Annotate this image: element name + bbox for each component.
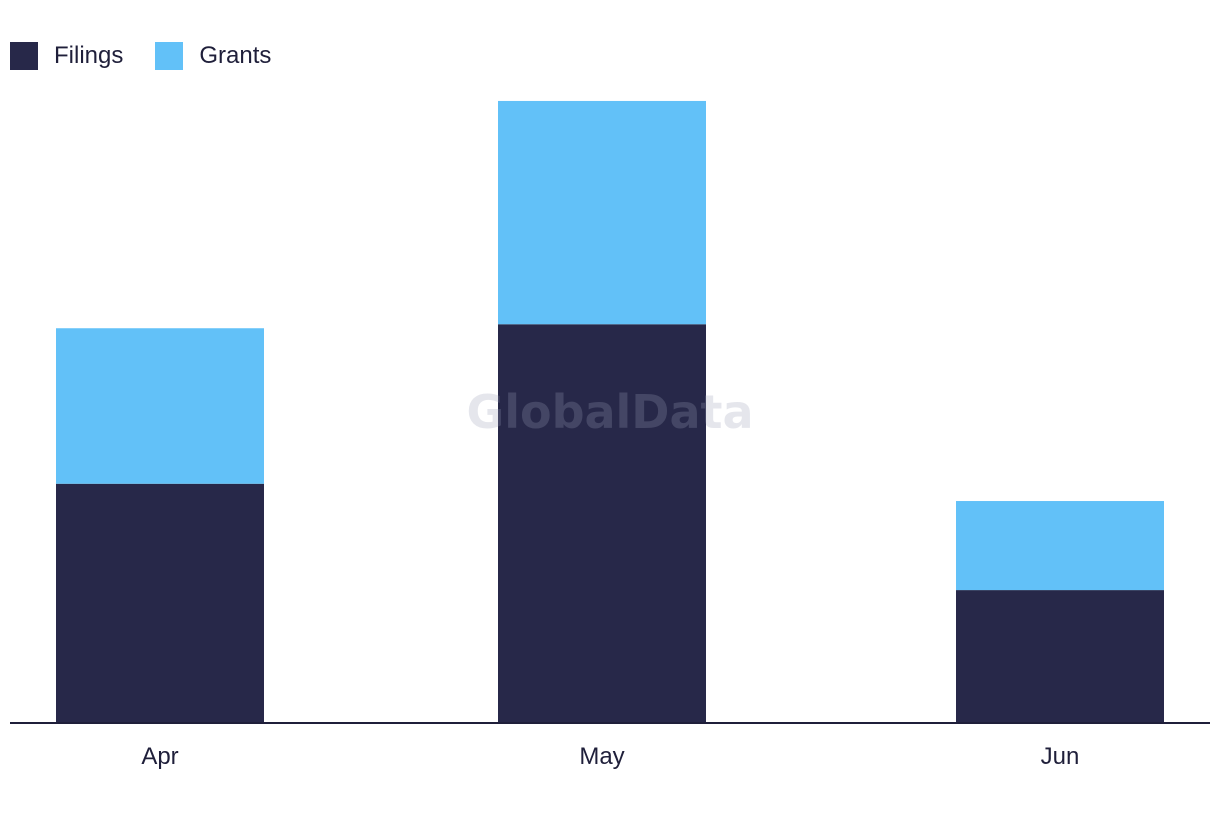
x-tick-label-may: May (579, 743, 624, 770)
legend-label-filings: Filings (54, 42, 124, 69)
bar-grants-may (498, 100, 706, 325)
watermark: GlobalData (466, 385, 753, 439)
bar-grants-apr (56, 328, 264, 484)
bar-grants-jun (956, 501, 1164, 591)
bar-filings-apr (56, 483, 264, 723)
bar-filings-may (498, 324, 706, 723)
bar-filings-jun (956, 590, 1164, 723)
x-tick-label-apr: Apr (141, 743, 178, 770)
legend-label-grants: Grants (199, 42, 272, 69)
bars-group (56, 100, 1164, 723)
x-axis-tick-labels: Apr May Jun (141, 743, 1079, 770)
legend-item-filings: Filings (10, 42, 123, 70)
x-tick-label-jun: Jun (1041, 743, 1080, 770)
legend-swatch-grants (155, 42, 184, 70)
legend-swatch-filings (10, 42, 38, 70)
legend-item-grants: Grants (155, 42, 271, 70)
chart-legend: Filings Grants (10, 42, 303, 70)
